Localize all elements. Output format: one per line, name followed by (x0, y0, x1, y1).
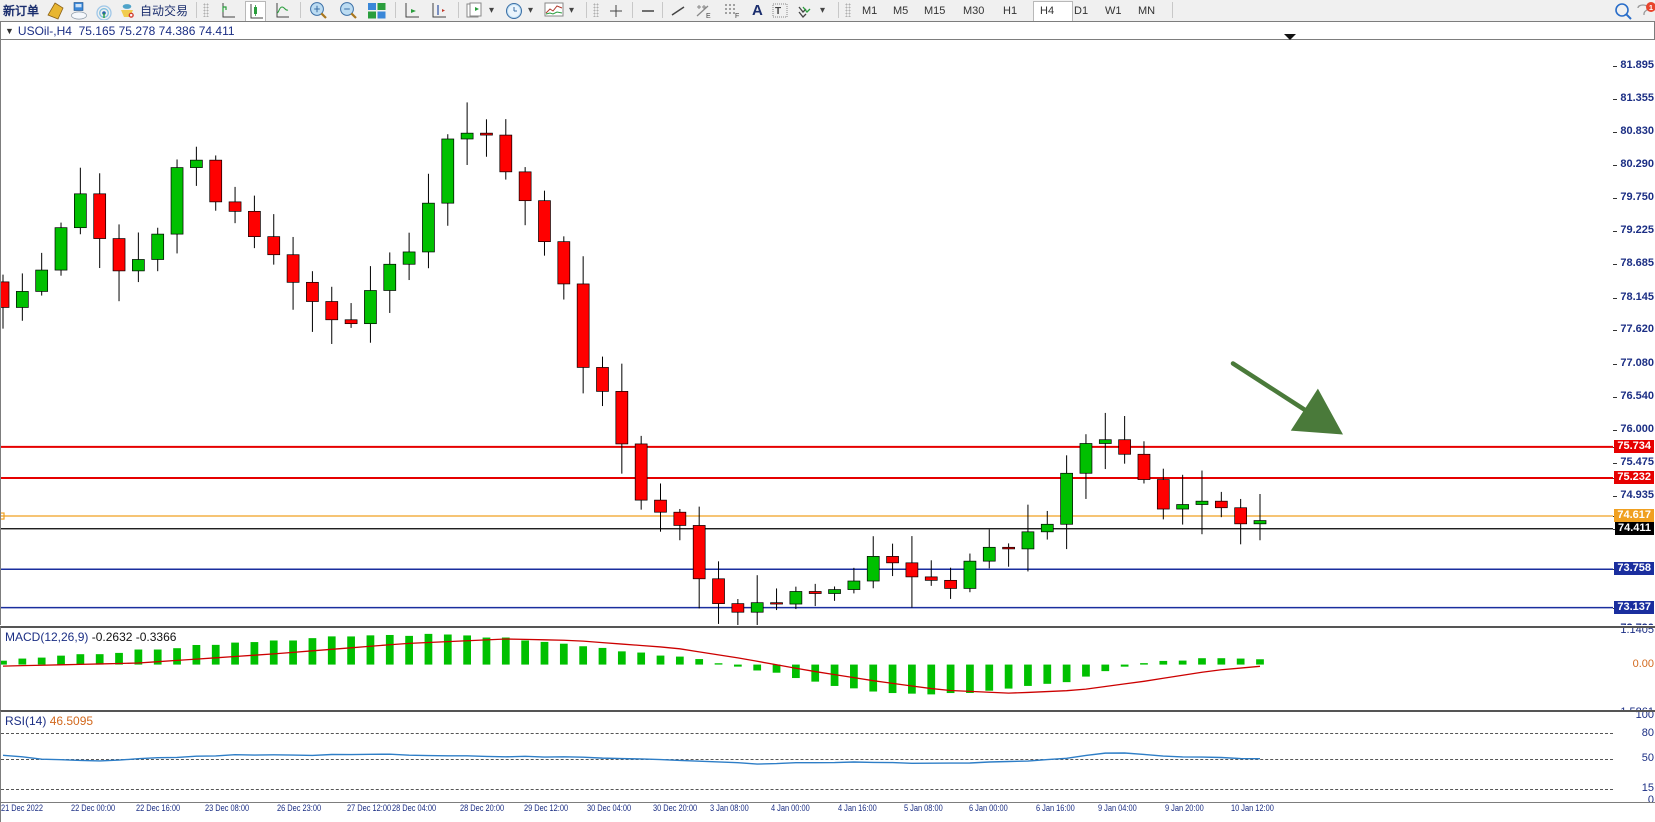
svg-text:F: F (735, 13, 739, 19)
svg-text:T: T (775, 6, 781, 17)
svg-text:E: E (706, 13, 711, 19)
svg-text:1: 1 (1649, 3, 1653, 12)
